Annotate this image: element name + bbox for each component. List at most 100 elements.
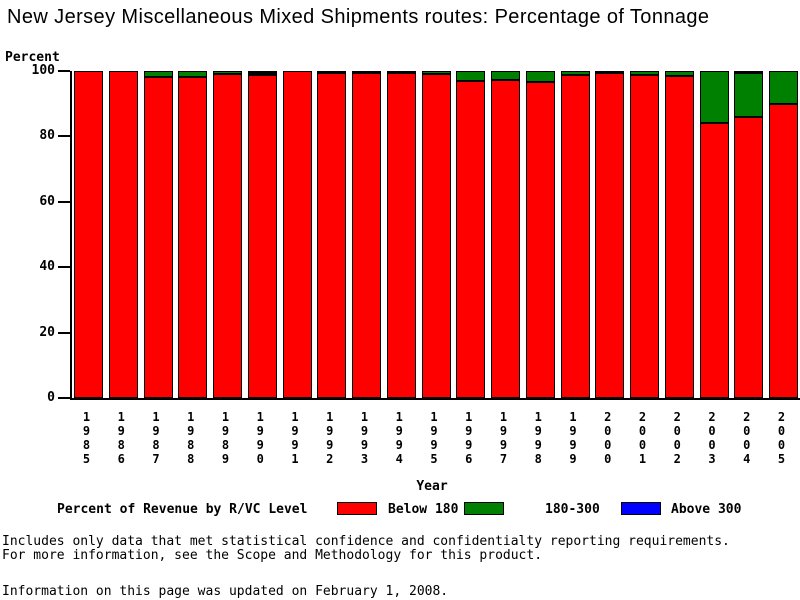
footer-updated-line: Information on this page was updated on … bbox=[2, 584, 449, 599]
x-tick-label-1995: 1 9 9 5 bbox=[430, 410, 438, 466]
bar-segment-2002-below-180 bbox=[664, 75, 694, 398]
y-tick-60 bbox=[58, 200, 70, 203]
bar-segment-1990-below-180 bbox=[247, 75, 277, 398]
legend-label-above-300: Above 300 bbox=[671, 502, 742, 517]
bar-segment-1994-180-300 bbox=[386, 70, 416, 73]
x-tick-label-1999: 1 9 9 9 bbox=[569, 410, 577, 466]
bar-1986 bbox=[108, 71, 138, 398]
y-tick-40 bbox=[58, 266, 70, 269]
bar-segment-1991-below-180 bbox=[282, 71, 312, 398]
bar-segment-2003-below-180 bbox=[699, 123, 729, 398]
legend-label-below-180: Below 180 bbox=[388, 502, 459, 517]
bar-segment-1988-180-300 bbox=[178, 71, 208, 77]
bar-1990 bbox=[247, 70, 277, 398]
bar-1989 bbox=[213, 71, 242, 398]
x-tick-label-1986: 1 9 8 6 bbox=[117, 410, 125, 466]
bar-segment-1987-180-300 bbox=[143, 71, 173, 78]
bar-segment-1992-180-300 bbox=[317, 70, 347, 73]
y-tick-0 bbox=[58, 397, 70, 399]
y-tick-100 bbox=[58, 70, 70, 72]
y-axis-tick-labels: 0 20 40 60 80 100 bbox=[18, 63, 55, 405]
bar-1998 bbox=[525, 71, 555, 398]
bar-segment-2004-180-300 bbox=[734, 72, 764, 118]
x-tick-label-2003: 2 0 0 3 bbox=[708, 410, 716, 466]
x-tick-label-1988: 1 9 8 8 bbox=[187, 410, 195, 466]
legend: Percent of Revenue by R/VC Level Below 1… bbox=[0, 500, 800, 518]
bar-1985 bbox=[74, 71, 103, 398]
x-tick-label-2001: 2 0 0 1 bbox=[638, 410, 647, 466]
x-tick-label-2002: 2 0 0 2 bbox=[673, 410, 681, 466]
x-tick-label-2004: 2 0 0 4 bbox=[743, 410, 751, 466]
x-tick-label-1991: 1 9 9 1 bbox=[291, 410, 299, 466]
bar-segment-1998-180-300 bbox=[525, 71, 555, 83]
bar-segment-1998-below-180 bbox=[525, 82, 555, 398]
x-tick-label-1989: 1 9 8 9 bbox=[221, 410, 230, 466]
bar-segment-2005-below-180 bbox=[769, 104, 798, 398]
bar-2003 bbox=[699, 71, 729, 398]
bar-1992 bbox=[317, 70, 347, 398]
bar-segment-1989-below-180 bbox=[213, 73, 242, 398]
y-tick-label-0: 0 bbox=[47, 390, 55, 405]
bar-segment-1997-180-300 bbox=[491, 71, 520, 81]
legend-swatch-below-180 bbox=[337, 502, 377, 515]
y-tick-80 bbox=[58, 135, 70, 138]
bar-segment-2004-below-180 bbox=[734, 117, 764, 398]
bar-segment-1994-below-180 bbox=[386, 72, 416, 398]
y-axis-label: Percent bbox=[5, 50, 60, 65]
legend-label-180-300: 180-300 bbox=[545, 502, 600, 517]
bar-segment-1990-180-300 bbox=[247, 72, 277, 76]
bar-1997 bbox=[491, 71, 520, 398]
bar-segment-1987-below-180 bbox=[143, 77, 173, 398]
bar-segment-2000-below-180 bbox=[595, 72, 625, 398]
footer-note-line1: Includes only data that met statistical … bbox=[2, 534, 730, 549]
y-tick-label-80: 80 bbox=[39, 128, 55, 144]
bar-segment-1989-180-300 bbox=[213, 71, 242, 74]
bar-segment-2000-180-300 bbox=[595, 70, 625, 73]
x-axis-tick-labels: 1 9 8 5 1 9 8 6 1 9 8 7 1 9 8 8 1 9 8 9 1 9 9… bbox=[70, 410, 798, 466]
x-tick-label-1990: 1 9 9 0 bbox=[256, 410, 264, 466]
bar-2002 bbox=[664, 71, 694, 398]
bar-2000 bbox=[595, 70, 625, 398]
bar-segment-2005-180-300 bbox=[769, 71, 798, 105]
bar-segment-1988-below-180 bbox=[178, 76, 208, 398]
x-tick-label-1997: 1 9 9 7 bbox=[499, 410, 508, 466]
y-tick-label-60: 60 bbox=[39, 193, 55, 209]
x-tick-label-1994: 1 9 9 4 bbox=[395, 410, 403, 466]
bar-2005 bbox=[769, 71, 798, 398]
y-tick-label-20: 20 bbox=[39, 324, 55, 340]
legend-swatch-above-300 bbox=[621, 502, 661, 515]
bar-1999 bbox=[560, 71, 590, 398]
bar-1987 bbox=[143, 71, 173, 398]
x-tick-label-1992: 1 9 9 2 bbox=[326, 410, 334, 466]
bar-segment-2001-below-180 bbox=[630, 74, 659, 398]
x-tick-label-2000: 2 0 0 0 bbox=[604, 410, 612, 466]
bar-segment-2003-180-300 bbox=[699, 71, 729, 123]
y-tick-20 bbox=[58, 331, 70, 334]
bar-1991 bbox=[282, 71, 312, 398]
bar-segment-2001-180-300 bbox=[630, 71, 659, 75]
x-tick-label-1996: 1 9 9 6 bbox=[465, 410, 473, 466]
y-tick-label-100: 100 bbox=[31, 63, 55, 78]
chart-title: New Jersey Miscellaneous Mixed Shipments… bbox=[7, 6, 710, 28]
x-tick-label-1987: 1 9 8 7 bbox=[152, 410, 160, 466]
x-tick-label-1998: 1 9 9 8 bbox=[534, 410, 542, 466]
plot-area bbox=[70, 70, 800, 400]
bar-1993 bbox=[352, 70, 381, 398]
bar-segment-1985-below-180 bbox=[74, 71, 103, 398]
bar-segment-1997-below-180 bbox=[491, 80, 520, 398]
x-tick-label-1985: 1 9 8 5 bbox=[82, 410, 91, 466]
bar-segment-1999-below-180 bbox=[560, 74, 590, 398]
bar-segment-1995-180-300 bbox=[421, 71, 451, 75]
bar-segment-1993-below-180 bbox=[352, 72, 381, 398]
bar-segment-1995-below-180 bbox=[421, 74, 451, 398]
bar-segment-1993-180-300 bbox=[352, 70, 381, 73]
bar-segment-1986-below-180 bbox=[108, 71, 138, 398]
legend-swatch-180-300 bbox=[464, 502, 504, 515]
bar-segment-1990-above-300 bbox=[247, 70, 277, 73]
bar-1994 bbox=[386, 70, 416, 398]
bar-1995 bbox=[421, 71, 451, 398]
footer-note-line2: For more information, see the Scope and … bbox=[2, 548, 543, 563]
bar-segment-2002-180-300 bbox=[664, 71, 694, 76]
bar-1996 bbox=[456, 71, 486, 398]
bar-segment-1996-180-300 bbox=[456, 71, 486, 81]
